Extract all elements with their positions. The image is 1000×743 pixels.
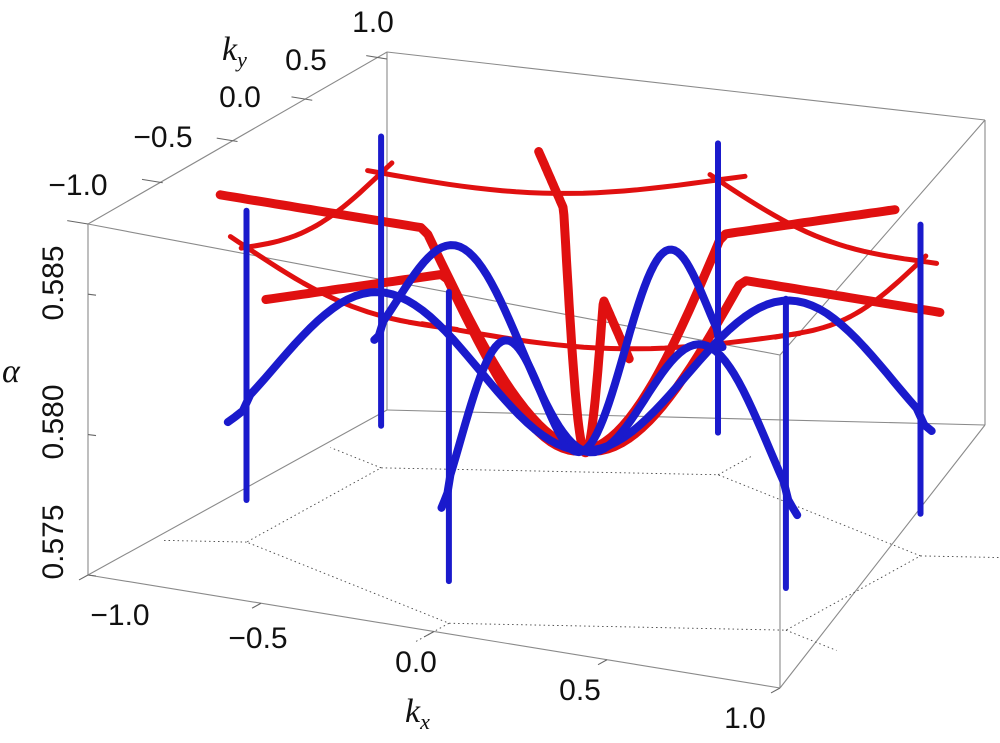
x-tick-label: 0.5 (559, 674, 601, 707)
red-series-edge (707, 172, 940, 266)
y-tick-label: 1.0 (352, 6, 394, 39)
box-front-edges (87, 119, 986, 689)
y-tick-mark (216, 137, 238, 143)
x-tick-label: −0.5 (228, 622, 287, 655)
z-tick-label: 0.575 (37, 504, 70, 579)
z-tick-mark (87, 574, 97, 577)
y-tick-label: −0.5 (133, 121, 192, 154)
z-tick-labels: 0.575 0.580 0.585 (37, 245, 70, 579)
floor-ray (162, 539, 247, 543)
red-series-edge (238, 160, 395, 251)
y-tick-mark (366, 55, 388, 60)
x-tick-labels: −1.0 −0.5 0.0 0.5 1.0 (90, 599, 765, 735)
z-tick-mark (87, 434, 97, 437)
y-tick-mark (141, 178, 163, 184)
y-tick-label: 0.0 (219, 81, 261, 114)
floor-ray (717, 455, 752, 476)
axis-ticks (67, 55, 781, 694)
z-tick-mark (87, 293, 97, 296)
floor-projection (162, 447, 1000, 651)
z-tick-label: 0.580 (37, 384, 70, 459)
red-series-edge (772, 253, 929, 340)
blue-series-curve (370, 241, 802, 520)
x-tick-label: 0.0 (395, 646, 437, 679)
floor-ray (920, 555, 1000, 558)
x-tick-label: 1.0 (724, 702, 766, 735)
floor-ray (785, 629, 837, 651)
y-tick-mark (291, 96, 313, 101)
red-series-edge (419, 321, 802, 352)
floor-hexagon (245, 467, 922, 631)
floor-ray (330, 447, 382, 469)
x-tick-mark (770, 687, 781, 694)
x-tick-mark (424, 631, 435, 637)
y-tick-label: −1.0 (48, 169, 107, 202)
z-axis-label: α (2, 353, 21, 390)
y-tick-mark (67, 220, 89, 225)
x-tick-mark (597, 659, 608, 666)
data-curves (215, 133, 945, 591)
x-tick-mark (251, 602, 262, 609)
y-axis-label: ky (222, 31, 247, 72)
x-tick-label: −1.0 (90, 599, 149, 632)
x-axis-label: kx (405, 693, 430, 734)
y-tick-label: 0.5 (285, 44, 327, 77)
y-tick-labels: −1.0 −0.5 0.0 0.5 1.0 (48, 6, 393, 202)
x-tick-mark (78, 574, 89, 581)
red-series-edge (365, 168, 748, 196)
z-tick-label: 0.585 (37, 245, 70, 320)
box-back-edges (87, 51, 986, 576)
